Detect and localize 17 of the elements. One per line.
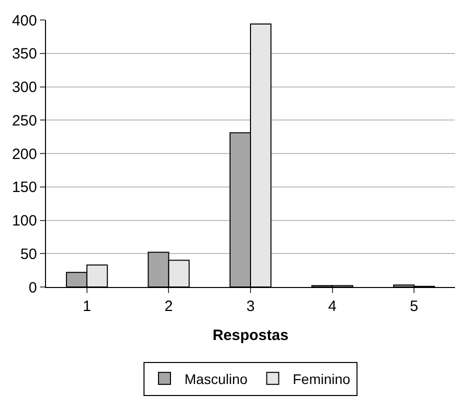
x-tick-label: 3 [246,298,255,315]
y-tick-label: 50 [20,246,37,263]
x-tick-label: 4 [328,298,336,315]
legend-label: Feminino [292,370,351,387]
y-tick-label: 350 [12,46,37,63]
legend-label: Masculino [184,370,248,387]
x-tick-label: 5 [410,298,418,315]
y-tick-label: 250 [12,112,37,130]
x-axis-title: Respostas [212,327,288,344]
y-tick-label: 300 [12,79,37,96]
y-tick-label: 400 [12,12,37,30]
y-tick-label: 0 [28,279,37,296]
y-tick-label: 200 [12,146,37,163]
y-tick-label: 150 [12,179,37,196]
y-tick-label: 100 [12,212,37,230]
x-tick-label: 2 [164,298,173,315]
x-tick-label: 1 [82,298,92,315]
